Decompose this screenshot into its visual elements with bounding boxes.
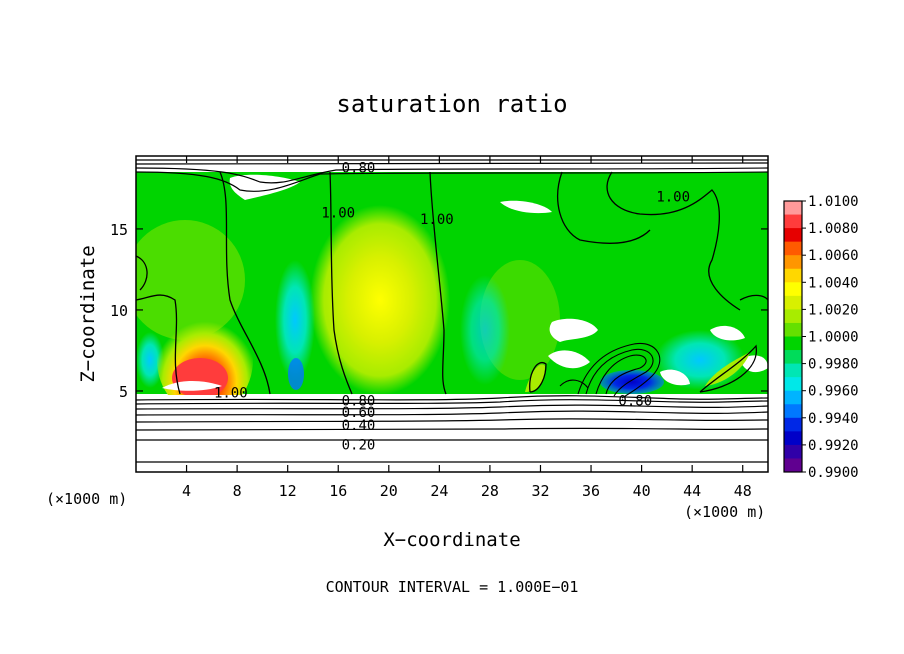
field-white-east-4 <box>660 369 690 386</box>
y-tick-label: 10 <box>110 302 128 320</box>
contour-label: 1.00 <box>214 386 248 402</box>
colorbar-swatch <box>784 444 802 459</box>
colorbar-swatch <box>784 431 802 446</box>
colorbar-swatch <box>784 417 802 432</box>
field-white-east-5 <box>740 355 768 373</box>
contour-label: 0.60 <box>342 405 376 421</box>
contour-labels: 0.801.00 1.001.001.000.800.600.400.200.80 <box>214 160 690 453</box>
x-tick-label: 16 <box>329 482 347 500</box>
field-white-top <box>229 174 300 200</box>
contour-interval-note: CONTOUR INTERVAL = 1.000E−01 <box>326 578 579 596</box>
contour-label: 0.80 <box>342 160 376 176</box>
colorbar-swatch <box>784 214 802 229</box>
x-tick-label: 24 <box>430 482 448 500</box>
colorbar-swatch <box>784 241 802 256</box>
field-white-east-3 <box>710 325 745 341</box>
field-warm-blob-2 <box>705 352 750 386</box>
upper-contour-lines <box>136 159 768 192</box>
colorbar-swatch <box>784 282 802 297</box>
field-white-east-2 <box>548 350 590 369</box>
field-white-east-1 <box>549 318 598 342</box>
chart-title: saturation ratio <box>336 90 567 118</box>
colorbar-label: 1.0100 <box>808 194 859 210</box>
colorbar-label: 1.0020 <box>808 302 859 318</box>
x-unit-label-right: (×1000 m) <box>684 503 765 521</box>
x-axis-title: X−coordinate <box>383 529 520 551</box>
colorbar-swatch <box>784 295 802 310</box>
colorbar-swatch <box>784 404 802 419</box>
x-unit-label-left: (×1000 m) <box>46 490 127 508</box>
colorbar-swatch <box>784 228 802 243</box>
colorbar-swatch <box>784 350 802 365</box>
colorbar-swatch <box>784 309 802 324</box>
field-depression-small <box>288 358 304 390</box>
plot-frame <box>135 155 769 473</box>
colorbar-swatch <box>784 336 802 351</box>
depression-contour-lines <box>559 342 661 399</box>
colorbar-label: 0.9920 <box>808 438 859 454</box>
x-tick-label: 28 <box>481 482 499 500</box>
field-warm-central <box>310 205 450 395</box>
lower-contour-lines <box>136 395 768 463</box>
colorbar-label: 1.0000 <box>808 330 859 346</box>
y-tick-label: 15 <box>110 221 128 239</box>
colorbar-label: 0.9960 <box>808 384 859 400</box>
contour-label: 1.00 <box>420 212 454 228</box>
x-axis: 4 8 12 16 20 24 28 32 36 40 44 48 <box>182 156 752 500</box>
colorbar-swatch <box>784 255 802 270</box>
field-cool-2 <box>460 275 510 385</box>
field-cool-4 <box>136 332 164 388</box>
contour-label: 0.40 <box>342 418 376 434</box>
y-axis-title: Z−coordinate <box>77 245 99 382</box>
x-tick-label: 20 <box>380 482 398 500</box>
x-tick-label: 48 <box>734 482 752 500</box>
x-tick-label: 32 <box>531 482 549 500</box>
y-tick-label: 5 <box>119 383 128 401</box>
colorbar-swatch <box>784 363 802 378</box>
x-tick-label: 40 <box>633 482 651 500</box>
y-axis: 5 10 15 <box>110 221 768 401</box>
contour-label: 1.00 <box>321 206 355 222</box>
field-white-top-2 <box>500 200 552 214</box>
colorbar-label: 1.0060 <box>808 248 859 264</box>
plot-area: 0.801.00 1.001.001.000.800.600.400.200.80 <box>136 156 768 472</box>
x-tick-label: 4 <box>182 482 191 500</box>
x-tick-label: 8 <box>233 482 242 500</box>
field-depression <box>600 370 664 394</box>
colorbar-swatch <box>784 377 802 392</box>
colorbar-swatch <box>784 201 802 216</box>
colorbar-label: 1.0040 <box>808 275 859 291</box>
unity-contour-lines <box>136 171 768 395</box>
colorbar-label: 0.9940 <box>808 411 859 427</box>
x-tick-label: 36 <box>582 482 600 500</box>
colorbar-swatch <box>784 390 802 405</box>
contour-label: 0.20 <box>342 437 376 453</box>
x-tick-label: 12 <box>279 482 297 500</box>
contour-label: 1.00 <box>656 190 690 206</box>
contour-label: 0.80 <box>342 394 376 410</box>
colorbar-swatch <box>784 458 802 473</box>
colorbar-label: 0.9900 <box>808 465 859 481</box>
contour-label: 0.80 <box>618 394 652 410</box>
colorbar: 1.0100 1.0080 1.0060 1.0040 1.0020 1.0000 0.99… <box>783 194 859 481</box>
colorbar-label: 1.0080 <box>808 221 859 237</box>
field-cool-1 <box>275 260 315 380</box>
colorbar-label: 0.9980 <box>808 357 859 373</box>
colorbar-swatch <box>784 322 802 337</box>
x-tick-label: 44 <box>683 482 701 500</box>
colorbar-swatch <box>784 268 802 283</box>
